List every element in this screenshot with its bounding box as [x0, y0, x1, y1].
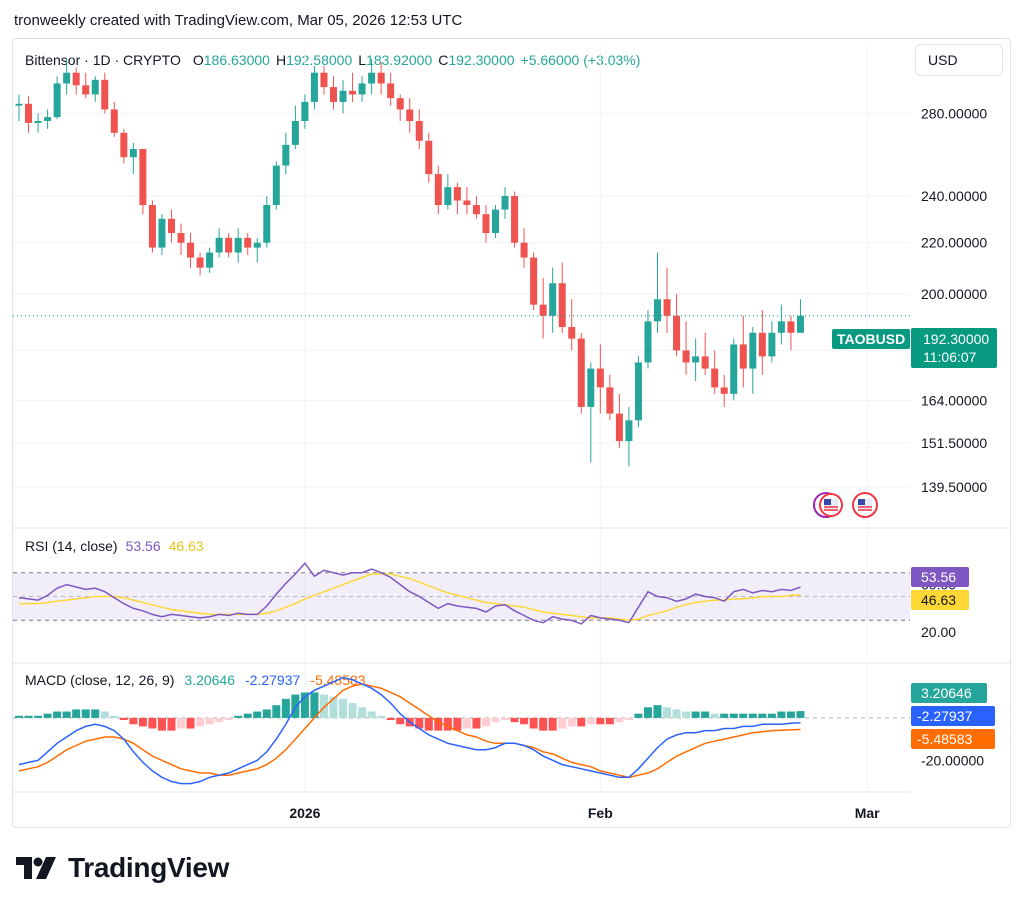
- macd-title[interactable]: MACD (close, 12, 26, 9): [25, 672, 175, 688]
- signal-line-legend: -5.48583: [310, 672, 366, 688]
- macd-legend: MACD (close, 12, 26, 9) 3.20646 -2.27937 -5…: [25, 672, 366, 688]
- change-value: +5.66000 (+3.03%): [520, 52, 641, 68]
- last-price-value: 192.30000: [923, 331, 990, 347]
- open-value: 186.63000: [203, 52, 270, 68]
- low-value: 183.92000: [366, 52, 433, 68]
- rsi-ma-value-tag: 46.63: [911, 590, 969, 610]
- brand-name: TradingView: [68, 852, 230, 883]
- rsi-value-tag: 53.56: [911, 567, 969, 587]
- rsi-legend-value: 53.56: [125, 538, 161, 554]
- macd-line-tag: -2.27937: [911, 706, 995, 726]
- macd-line-legend: -2.27937: [245, 672, 301, 688]
- tradingview-logo[interactable]: TradingView: [16, 852, 229, 884]
- high-value: 192.58000: [286, 52, 353, 68]
- rsi-legend: RSI (14, close) 53.56 46.63: [25, 538, 204, 554]
- rsi-title[interactable]: RSI (14, close): [25, 538, 118, 554]
- chart-frame: [12, 38, 1011, 828]
- macd-hist-legend: 3.20646: [184, 672, 235, 688]
- close-value: 192.30000: [448, 52, 515, 68]
- macd-hist-tag: 3.20646: [911, 683, 987, 703]
- chart-attribution: tronweekly created with TradingView.com,…: [14, 12, 463, 29]
- symbol-name[interactable]: Bittensor · 1D · CRYPTO: [25, 52, 181, 68]
- last-price-label: 192.30000 11:06:07: [911, 328, 997, 368]
- rsi-ma-legend-value: 46.63: [168, 538, 204, 554]
- signal-line-tag: -5.48583: [911, 729, 995, 749]
- last-price-symbol-tag: TAOBUSD: [832, 329, 911, 349]
- tradingview-logo-icon: [16, 857, 56, 879]
- currency-button[interactable]: USD: [915, 44, 1003, 76]
- bar-countdown: 11:06:07: [923, 349, 977, 365]
- main-legend: Bittensor · 1D · CRYPTO O186.63000 H192.58…: [25, 52, 641, 68]
